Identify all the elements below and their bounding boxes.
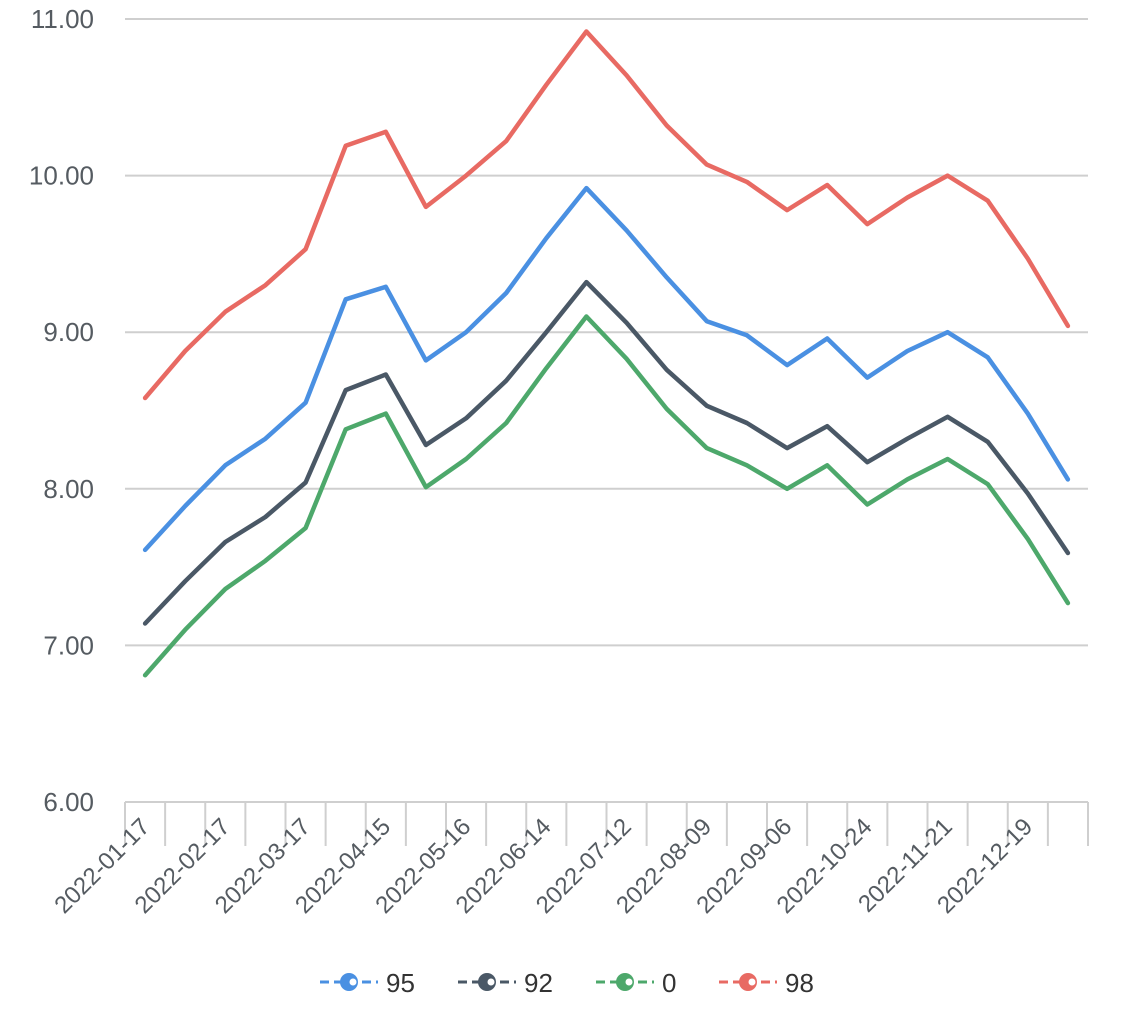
series-line-0 xyxy=(142,314,1071,678)
legend-item-92[interactable]: 92 xyxy=(458,968,553,998)
legend-label: 98 xyxy=(785,968,814,998)
y-tick-label: 7.00 xyxy=(43,630,94,660)
series-line-92 xyxy=(142,279,1071,626)
legend-dot-marker xyxy=(739,973,757,991)
legend-label: 95 xyxy=(386,968,415,998)
legend-dot-marker xyxy=(616,973,634,991)
legend-label: 92 xyxy=(524,968,553,998)
legend-item-98[interactable]: 98 xyxy=(719,968,814,998)
legend-dot-highlight xyxy=(487,978,495,986)
series-line-98 xyxy=(142,29,1071,401)
legend-dot-highlight xyxy=(349,978,357,986)
legend-item-0[interactable]: 0 xyxy=(596,968,676,998)
legend-dot-marker xyxy=(478,973,496,991)
y-tick-label: 8.00 xyxy=(43,474,94,504)
x-axis: 2022-01-172022-02-172022-03-172022-04-15… xyxy=(49,801,1089,919)
y-tick-label: 9.00 xyxy=(43,317,94,347)
grid-lines xyxy=(125,18,1088,647)
y-tick-label: 6.00 xyxy=(43,787,94,817)
legend-label: 0 xyxy=(662,968,676,998)
y-tick-label: 11.00 xyxy=(31,4,94,34)
legend-dot-highlight xyxy=(625,978,633,986)
legend-dot-marker xyxy=(340,973,358,991)
series-line-95 xyxy=(142,185,1071,553)
y-axis: 6.00 7.00 8.00 9.00 10.00 11.00 xyxy=(29,4,94,817)
legend[interactable]: 95 92 0 98 xyxy=(320,968,814,998)
y-tick-label: 10.00 xyxy=(29,161,94,191)
legend-item-95[interactable]: 95 xyxy=(320,968,415,998)
series-lines xyxy=(142,29,1071,678)
legend-dot-highlight xyxy=(748,978,756,986)
